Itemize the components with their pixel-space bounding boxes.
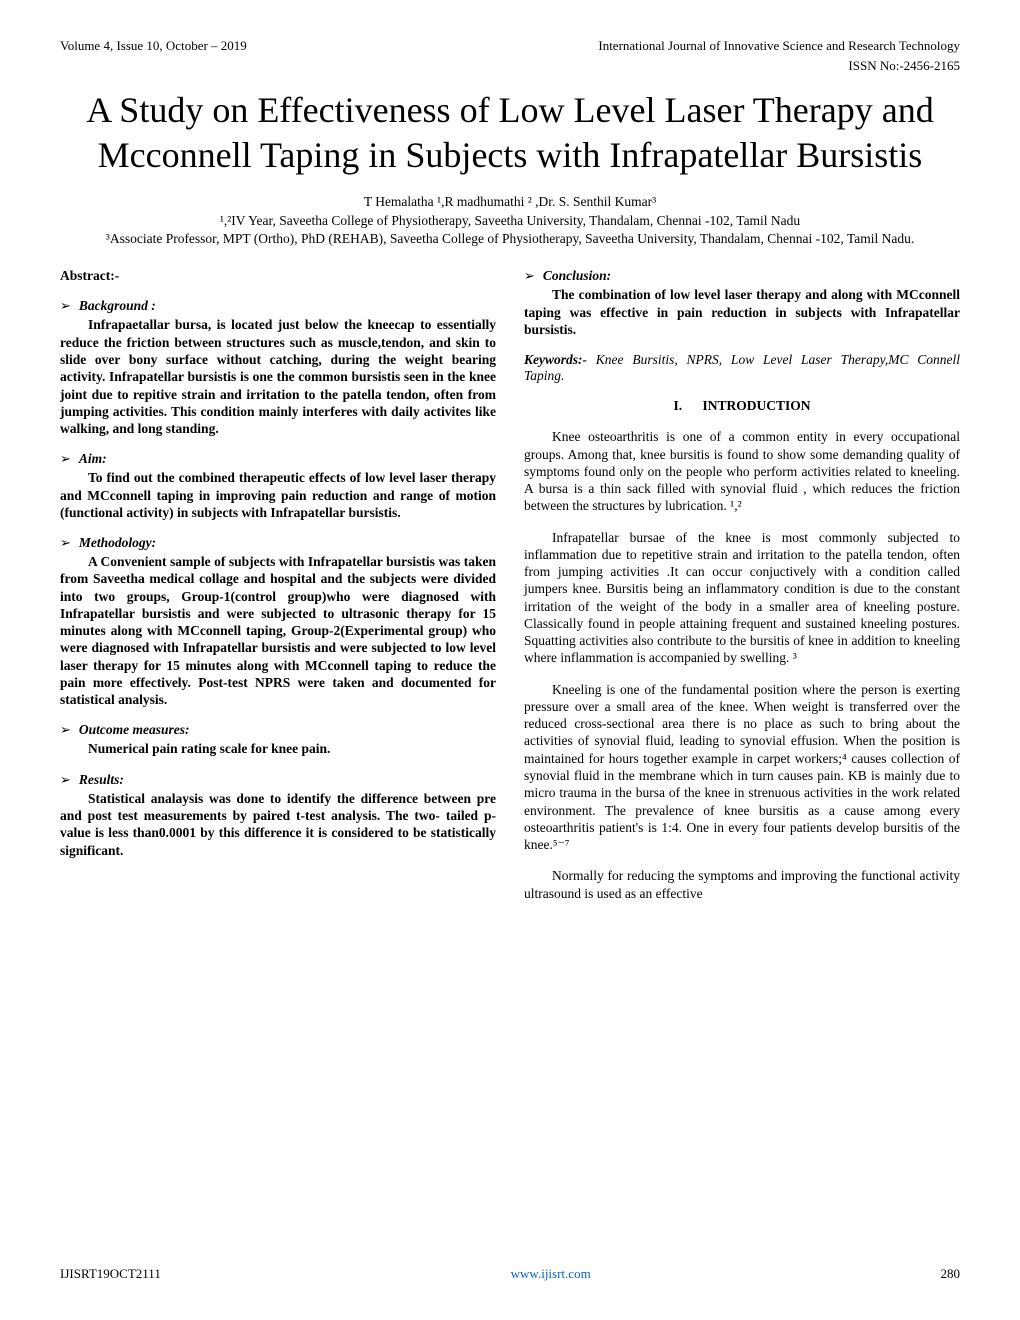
bullet-icon: ➢: [60, 722, 71, 738]
paper-title: A Study on Effectiveness of Low Level La…: [60, 88, 960, 178]
results-text: Statistical analaysis was done to identi…: [60, 790, 496, 859]
background-head-text: Background :: [79, 298, 156, 314]
outcome-text: Numerical pain rating scale for knee pai…: [60, 740, 496, 757]
intro-p3: Kneeling is one of the fundamental posit…: [524, 681, 960, 854]
intro-num: I.: [674, 398, 683, 413]
conclusion-heading: ➢ Conclusion:: [524, 268, 960, 284]
affiliation-2: ³Associate Professor, MPT (Ortho), PhD (…: [60, 230, 960, 248]
conclusion-head-text: Conclusion:: [543, 268, 611, 284]
aim-heading: ➢ Aim:: [60, 451, 496, 467]
keywords-label: Keywords:-: [524, 352, 587, 367]
bullet-icon: ➢: [60, 772, 71, 788]
results-heading: ➢ Results:: [60, 772, 496, 788]
methodology-heading: ➢ Methodology:: [60, 535, 496, 551]
footer-page-number: 280: [941, 1266, 961, 1282]
intro-p1: Knee osteoarthritis is one of a common e…: [524, 428, 960, 514]
methodology-head-text: Methodology:: [79, 535, 156, 551]
affiliation-1: ¹,²IV Year, Saveetha College of Physioth…: [60, 212, 960, 230]
conclusion-text: The combination of low level laser thera…: [524, 286, 960, 338]
introduction-heading: I. INTRODUCTION: [524, 398, 960, 414]
aim-head-text: Aim:: [79, 451, 107, 467]
journal-header: Volume 4, Issue 10, October – 2019 Inter…: [60, 38, 960, 54]
aim-text: To find out the combined therapeutic eff…: [60, 469, 496, 521]
footer-paper-id: IJISRT19OCT2111: [60, 1266, 161, 1282]
left-column: Abstract:- ➢ Background : Infrapaetallar…: [60, 268, 496, 915]
header-left: Volume 4, Issue 10, October – 2019: [60, 38, 247, 54]
header-right: International Journal of Innovative Scie…: [598, 38, 960, 54]
bullet-icon: ➢: [60, 298, 71, 314]
background-heading: ➢ Background :: [60, 298, 496, 314]
intro-p2: Infrapatellar bursae of the knee is most…: [524, 529, 960, 667]
intro-p4: Normally for reducing the symptoms and i…: [524, 867, 960, 902]
background-text: Infrapaetallar bursa, is located just be…: [60, 316, 496, 437]
page-footer: IJISRT19OCT2111 www.ijisrt.com 280: [60, 1266, 960, 1282]
bullet-icon: ➢: [60, 535, 71, 551]
intro-text: INTRODUCTION: [702, 398, 810, 413]
outcome-heading: ➢ Outcome measures:: [60, 722, 496, 738]
methodology-text: A Convenient sample of subjects with Inf…: [60, 553, 496, 708]
bullet-icon: ➢: [60, 451, 71, 467]
issn-number: ISSN No:-2456-2165: [60, 58, 960, 74]
abstract-label: Abstract:-: [60, 268, 496, 284]
two-column-layout: Abstract:- ➢ Background : Infrapaetallar…: [60, 268, 960, 915]
outcome-head-text: Outcome measures:: [79, 722, 190, 738]
keywords-text: Knee Bursitis, NPRS, Low Level Laser The…: [524, 352, 960, 383]
authors-line: T Hemalatha ¹,R madhumathi ² ,Dr. S. Sen…: [60, 194, 960, 210]
keywords: Keywords:- Knee Bursitis, NPRS, Low Leve…: [524, 352, 960, 384]
right-column: ➢ Conclusion: The combination of low lev…: [524, 268, 960, 915]
bullet-icon: ➢: [524, 268, 535, 284]
results-head-text: Results:: [79, 772, 124, 788]
footer-website-link[interactable]: www.ijisrt.com: [511, 1266, 591, 1282]
